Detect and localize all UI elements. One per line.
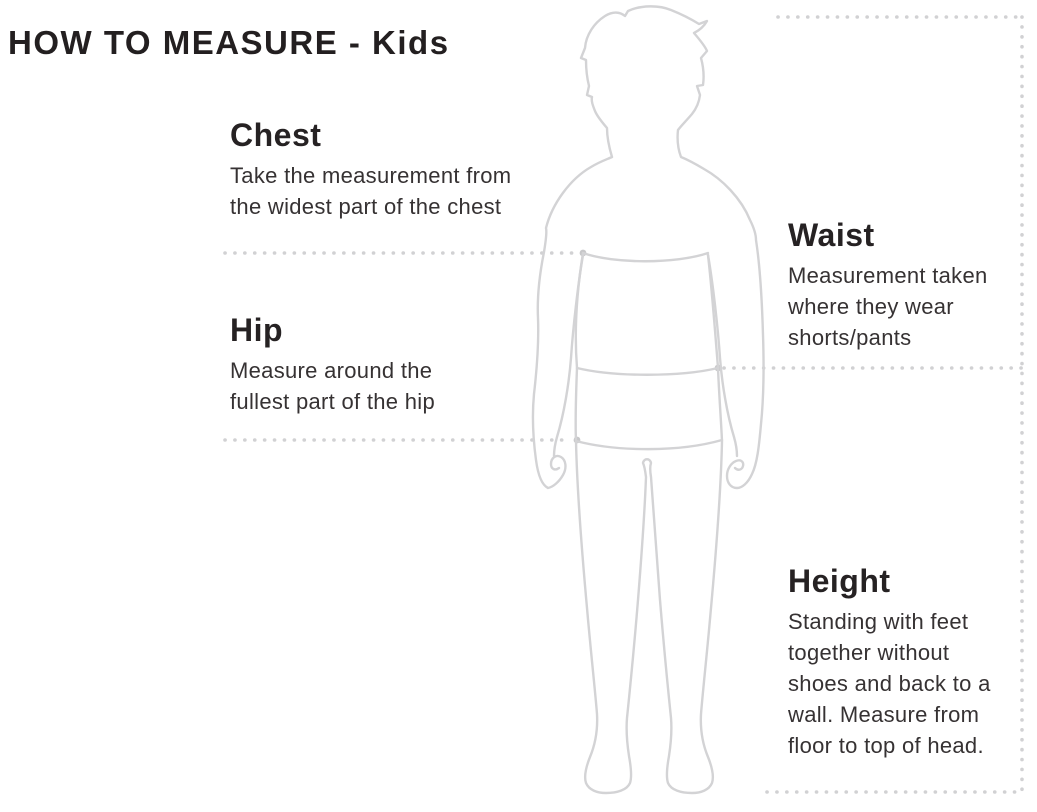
waist-heading: Waist [788,217,875,253]
height-section: Height Standing with feet together witho… [788,563,991,761]
hip-description-line: fullest part of the hip [230,389,436,415]
height-description: Standing with feet together without shoe… [788,606,991,761]
right-inner-arm-path [706,253,739,458]
hip-description: Measure around the fullest part of the h… [230,355,435,417]
chest-heading: Chest [230,117,322,153]
height-description-line: Standing with feet [788,609,969,635]
hip-band-curve [574,438,724,451]
chest-description: Take the measurement from the widest par… [230,160,511,222]
height-description-line: floor to top of head. [788,733,984,759]
waist-band-curve [575,366,720,376]
page-title: HOW TO MEASURE - Kids [8,24,450,61]
body-silhouette-path [531,5,765,490]
height-heading: Height [788,563,891,599]
chest-description-line: Take the measurement from [230,163,512,189]
hip-description-line: Measure around the [230,358,433,384]
waist-section: Waist Measurement taken where they wear … [788,217,988,353]
height-description-line: together without [788,640,950,666]
child-body-outline [531,5,765,795]
waist-description-line: where they wear [788,294,954,320]
waist-description: Measurement taken where they wear shorts… [788,260,988,353]
chest-band-curve [581,251,710,263]
height-description-line: shoes and back to a [788,671,991,697]
chest-section: Chest Take the measurement from the wide… [230,117,511,222]
hip-heading: Hip [230,312,284,348]
height-description-line: wall. Measure from [788,702,980,728]
waist-description-line: Measurement taken [788,263,988,289]
chest-description-line: the widest part of the chest [230,194,502,220]
torso-legs-path [574,251,724,795]
hip-section: Hip Measure around the fullest part of t… [230,312,435,417]
waist-description-line: shorts/pants [788,325,912,351]
